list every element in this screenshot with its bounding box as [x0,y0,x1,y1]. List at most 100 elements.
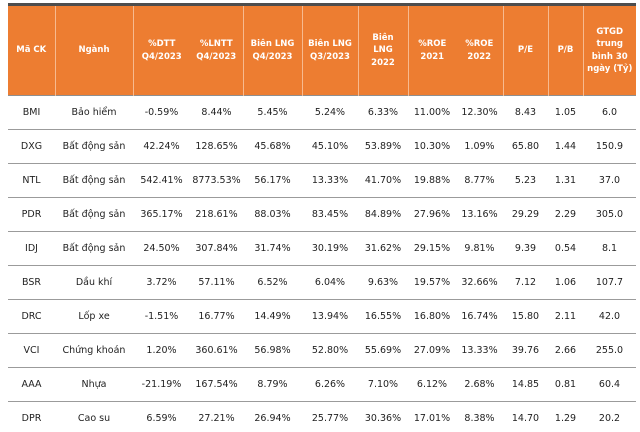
industry-cell: Bất động sản [55,129,133,164]
value-cell: 167.54% [190,367,243,402]
value-cell: -1.51% [133,299,190,334]
industry-cell: Bất động sản [55,197,133,232]
column-header: %ROE 2021 [408,4,456,96]
value-cell: 7.12 [503,265,548,300]
value-cell: 6.12% [408,367,456,402]
value-cell: -0.59% [133,95,190,130]
value-cell: 84.89% [358,197,408,232]
value-cell: 16.74% [456,299,503,334]
value-cell: 365.17% [133,197,190,232]
value-cell: 6.0 [583,95,636,130]
value-cell: 218.61% [190,197,243,232]
value-cell: 1.20% [133,333,190,368]
value-cell: 8.44% [190,95,243,130]
value-cell: 27.09% [408,333,456,368]
value-cell: 13.16% [456,197,503,232]
value-cell: 65.80 [503,129,548,164]
value-cell: 13.33% [456,333,503,368]
value-cell: 2.29 [548,197,583,232]
value-cell: 5.24% [302,95,358,130]
column-header: Biên LNG Q4/2023 [243,4,303,96]
value-cell: 150.9 [583,129,636,164]
value-cell: 16.80% [408,299,456,334]
value-cell: 15.80 [503,299,548,334]
value-cell: 27.96% [408,197,456,232]
value-cell: 10.30% [408,129,456,164]
value-cell: 27.21% [190,401,243,432]
value-cell: 19.88% [408,163,456,198]
value-cell: 45.10% [302,129,358,164]
value-cell: 13.94% [302,299,358,334]
value-cell: 128.65% [190,129,243,164]
industry-cell: Dầu khí [55,265,133,300]
value-cell: 2.11 [548,299,583,334]
industry-cell: Bất động sản [55,231,133,266]
value-cell: 14.85 [503,367,548,402]
value-cell: 1.31 [548,163,583,198]
value-cell: 8.77% [456,163,503,198]
value-cell: 2.68% [456,367,503,402]
value-cell: 42.0 [583,299,636,334]
value-cell: -21.19% [133,367,190,402]
table-row: BMI Bảo hiểm -0.59% 8.44% 5.45% 5.24% 6.33% 11.… [8,95,636,130]
industry-cell: Bất động sản [55,163,133,198]
value-cell: 55.69% [358,333,408,368]
table-body: BMI Bảo hiểm -0.59% 8.44% 5.45% 5.24% 6.33% 11.… [8,95,636,432]
value-cell: 6.52% [243,265,302,300]
ticker-cell: VCI [8,333,55,368]
value-cell: 31.62% [358,231,408,266]
ticker-cell: IDJ [8,231,55,266]
table-row: PDR Bất động sản 365.17% 218.61% 88.03% 83.45… [8,197,636,232]
industry-cell: Chứng khoán [55,333,133,368]
value-cell: 24.50% [133,231,190,266]
column-header: P/B [548,4,584,96]
table-row: IDJ Bất động sản 24.50% 307.84% 31.74% 30.19%… [8,231,636,266]
table-row: NTL Bất động sản 542.41% 8773.53% 56.17% 13.3… [8,163,636,198]
value-cell: 53.89% [358,129,408,164]
value-cell: 26.94% [243,401,302,432]
industry-cell: Bảo hiểm [55,95,133,130]
column-header: %DTT Q4/2023 [133,4,190,96]
value-cell: 8773.53% [190,163,243,198]
value-cell: 9.63% [358,265,408,300]
value-cell: 6.33% [358,95,408,130]
value-cell: 0.54 [548,231,583,266]
value-cell: 29.29 [503,197,548,232]
value-cell: 9.81% [456,231,503,266]
value-cell: 5.23 [503,163,548,198]
value-cell: 88.03% [243,197,302,232]
column-header: %LNTT Q4/2023 [190,4,244,96]
value-cell: 32.66% [456,265,503,300]
column-header: Biên LNG Q3/2023 [302,4,359,96]
column-header: GTGD trung bình 30 ngày (Tỷ) [583,4,636,96]
table-row: DXG Bất động sản 42.24% 128.65% 45.68% 45.10%… [8,129,636,164]
value-cell: 6.04% [302,265,358,300]
ticker-cell: AAA [8,367,55,402]
industry-cell: Lốp xe [55,299,133,334]
value-cell: 14.70 [503,401,548,432]
column-header: P/E [503,4,549,96]
value-cell: 1.09% [456,129,503,164]
value-cell: 37.0 [583,163,636,198]
value-cell: 1.29 [548,401,583,432]
table-row: DRC Lốp xe -1.51% 16.77% 14.49% 13.94% 16.55% 1… [8,299,636,334]
table-row: BSR Dầu khí 3.72% 57.11% 6.52% 6.04% 9.63% 19.5… [8,265,636,300]
value-cell: 83.45% [302,197,358,232]
value-cell: 307.84% [190,231,243,266]
value-cell: 14.49% [243,299,302,334]
header-row: Mã CK Ngành %DTT Q4/2023 %LNTT Q4/2023 Biên … [8,4,636,96]
value-cell: 1.05 [548,95,583,130]
value-cell: 1.44 [548,129,583,164]
value-cell: 542.41% [133,163,190,198]
value-cell: 8.38% [456,401,503,432]
value-cell: 20.2 [583,401,636,432]
value-cell: 41.70% [358,163,408,198]
value-cell: 8.43 [503,95,548,130]
value-cell: 255.0 [583,333,636,368]
ticker-cell: DPR [8,401,55,432]
value-cell: 0.81 [548,367,583,402]
value-cell: 30.36% [358,401,408,432]
value-cell: 8.79% [243,367,302,402]
ticker-cell: DXG [8,129,55,164]
